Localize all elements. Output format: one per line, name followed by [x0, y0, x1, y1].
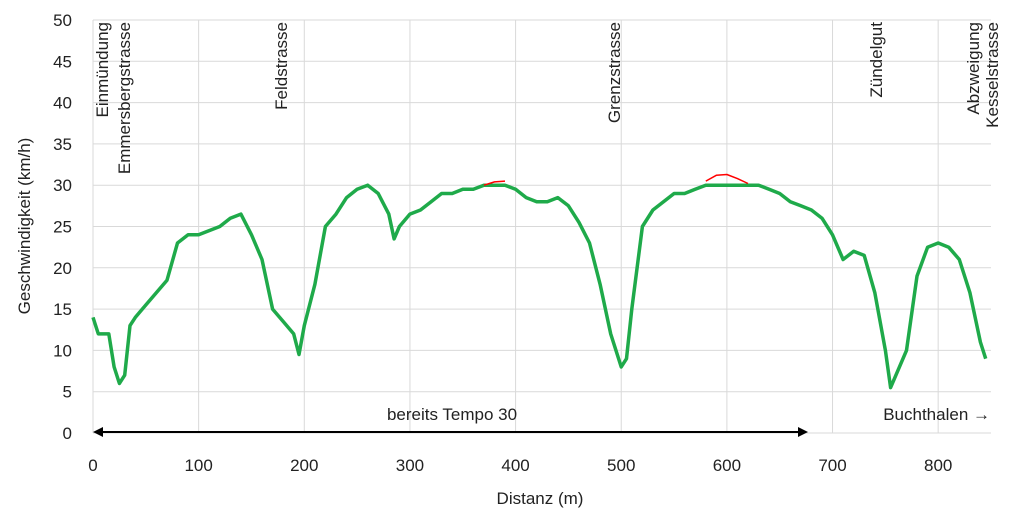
y-tick-label: 20: [53, 259, 72, 278]
y-tick-label: 30: [53, 176, 72, 195]
direction-label: Buchthalen →: [883, 405, 990, 424]
y-tick-label: 35: [53, 135, 72, 154]
street-label: Kesselstrasse: [983, 22, 1002, 128]
speed-line: [483, 173, 749, 186]
x-tick-label: 300: [396, 456, 424, 475]
street-label: Zündelgut: [867, 22, 886, 98]
x-tick-label: 400: [501, 456, 529, 475]
street-label: Einmündung: [93, 22, 112, 117]
x-tick-label: 100: [184, 456, 212, 475]
street-label: Grenzstrasse: [605, 22, 624, 123]
x-tick-label: 0: [88, 456, 97, 475]
x-tick-label: 800: [924, 456, 952, 475]
y-tick-label: 5: [63, 383, 72, 402]
y-axis-title: Geschwindigkeit (km/h): [15, 138, 34, 315]
y-tick-label: 10: [53, 341, 72, 360]
arrow-label: bereits Tempo 30: [387, 405, 517, 424]
street-label: Emmersbergstrasse: [115, 22, 134, 174]
y-tick-label: 15: [53, 300, 72, 319]
street-label: Feldstrasse: [272, 22, 291, 110]
x-tick-label: 200: [290, 456, 318, 475]
x-tick-label: 600: [713, 456, 741, 475]
y-tick-label: 45: [53, 52, 72, 71]
street-label: Abzweigung: [964, 22, 983, 115]
speed-line: [91, 183, 988, 390]
y-tick-label: 25: [53, 218, 72, 237]
y-tick-label: 40: [53, 94, 72, 113]
x-axis-title: Distanz (m): [497, 489, 584, 508]
x-tick-label: 500: [607, 456, 635, 475]
x-tick-label: 700: [818, 456, 846, 475]
y-tick-label: 50: [53, 11, 72, 30]
y-tick-label: 0: [63, 424, 72, 443]
